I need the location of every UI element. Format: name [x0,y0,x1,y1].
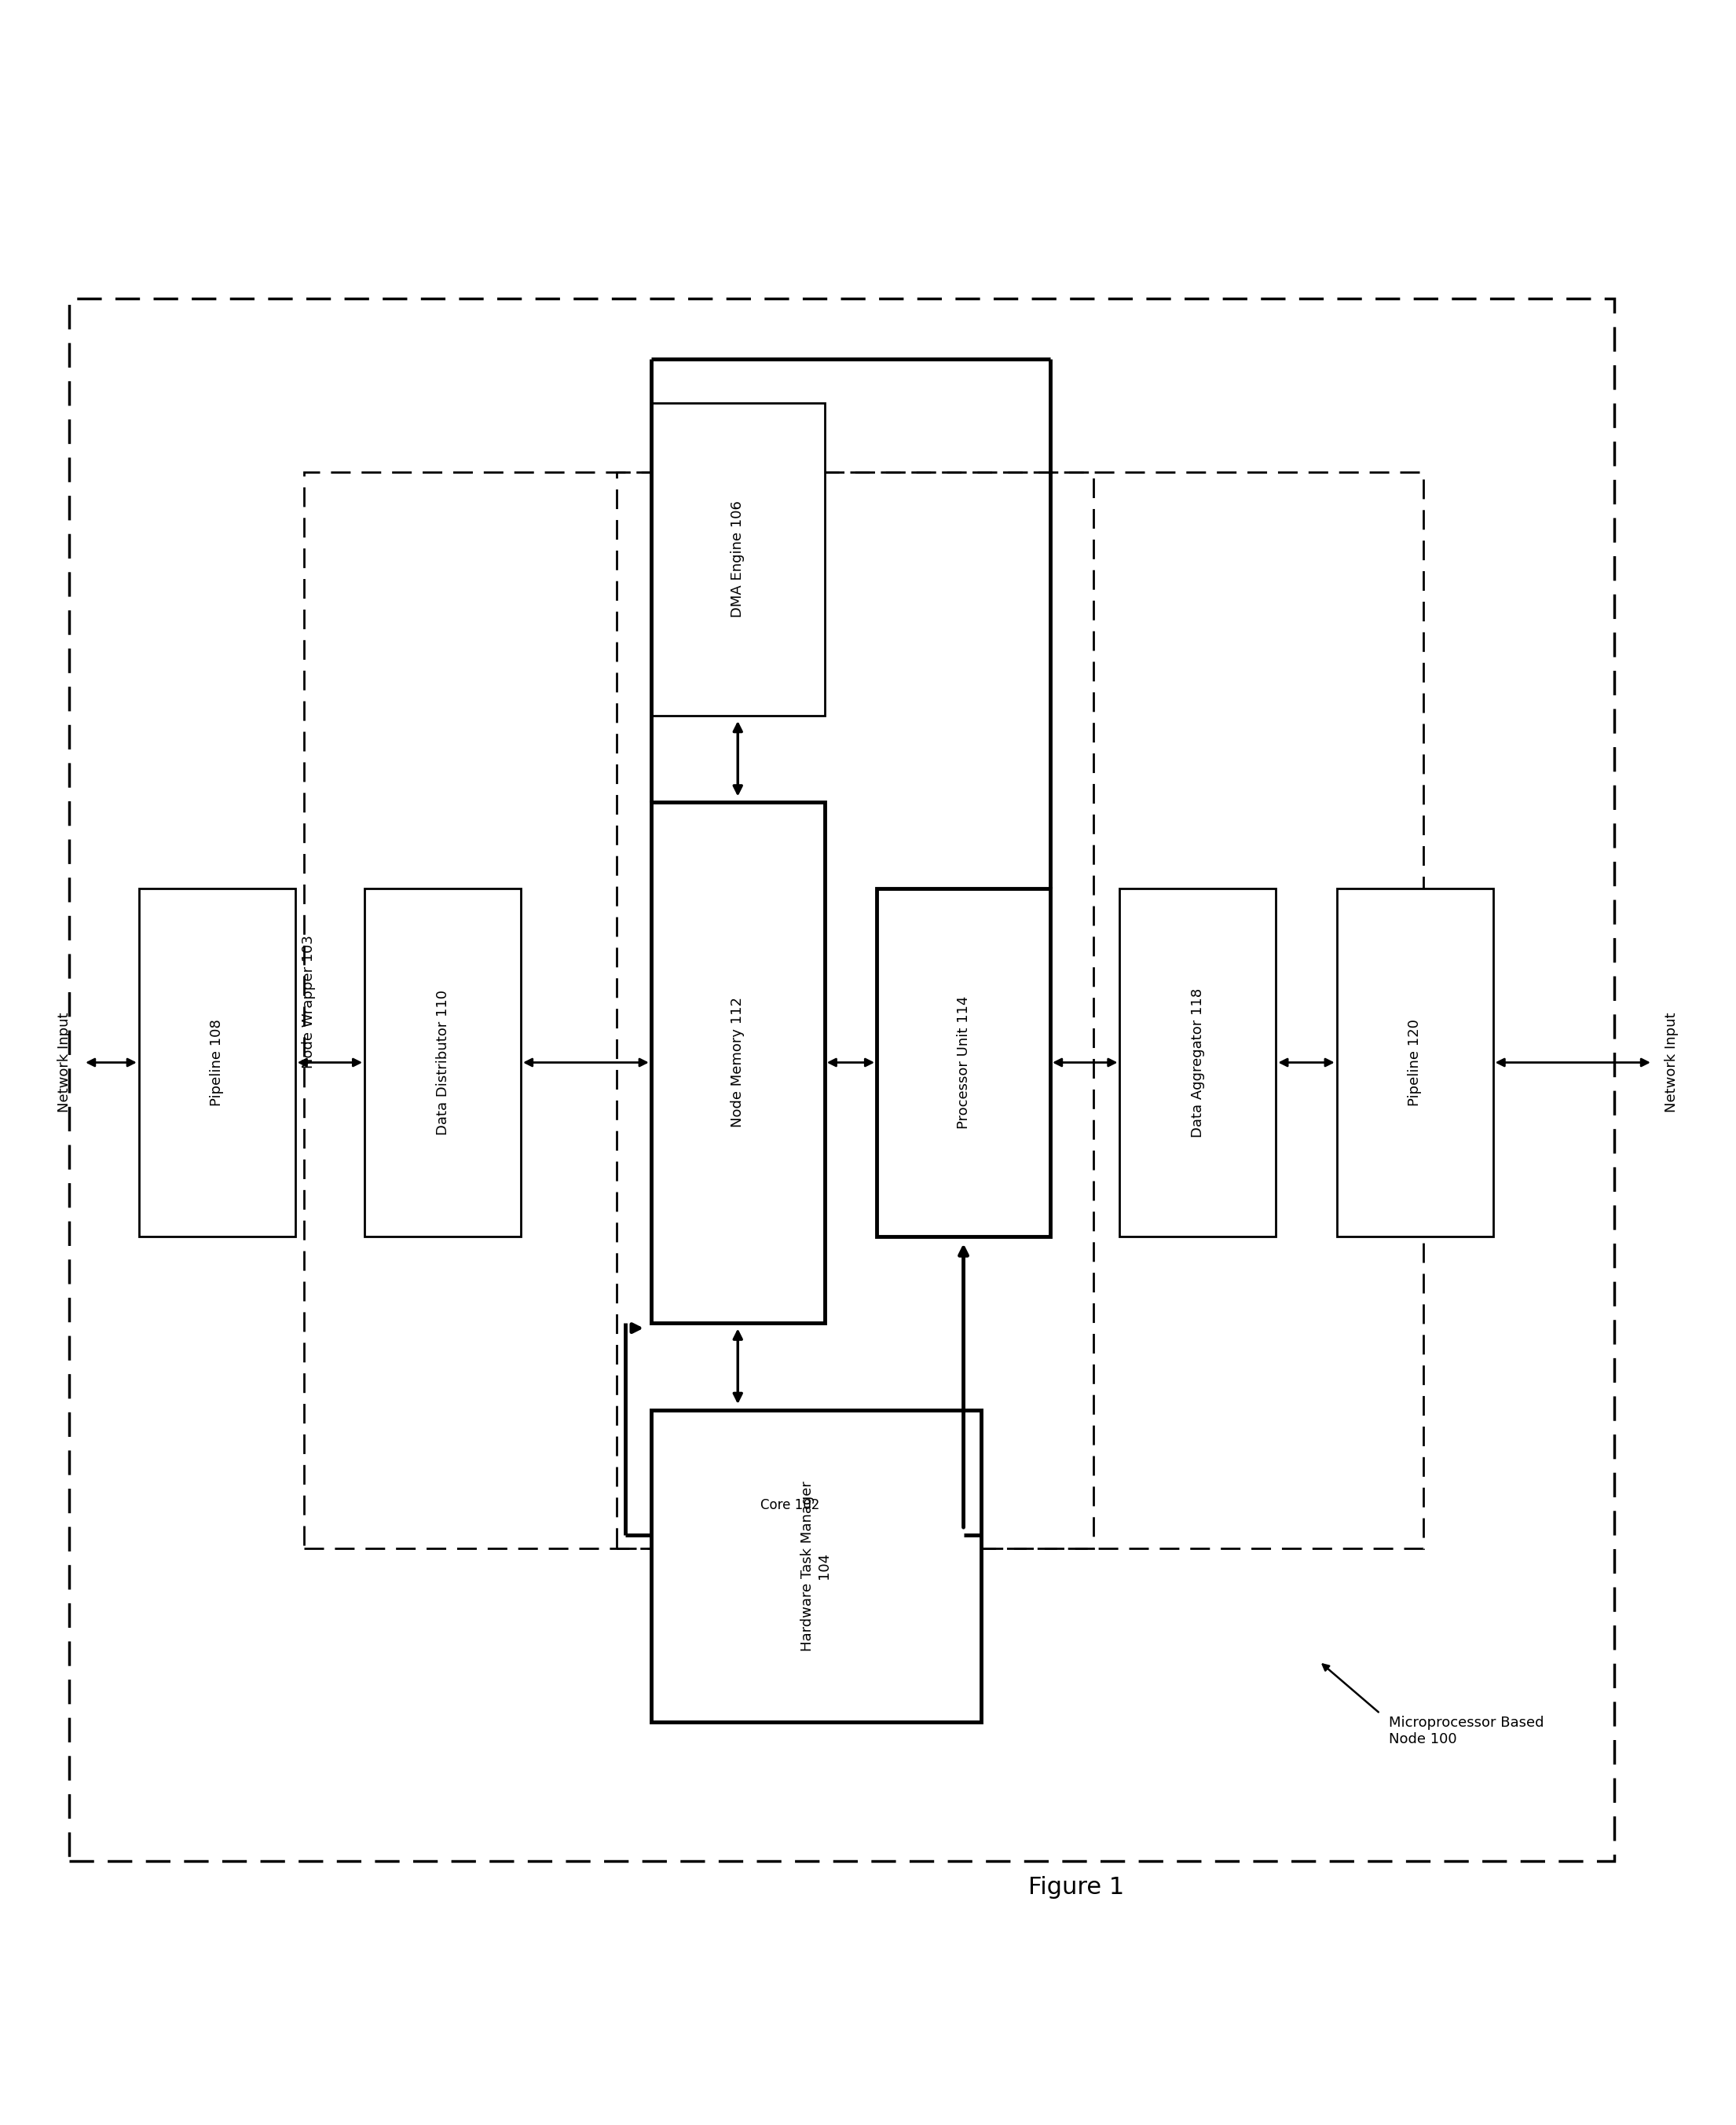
Text: Node Memory 112: Node Memory 112 [731,997,745,1128]
Text: Data Aggregator 118: Data Aggregator 118 [1191,988,1205,1137]
Text: Core 102: Core 102 [760,1498,819,1513]
FancyBboxPatch shape [651,801,825,1324]
Text: Microprocessor Based
Node 100: Microprocessor Based Node 100 [1389,1715,1543,1747]
FancyBboxPatch shape [651,404,825,716]
Text: Network Input: Network Input [1665,1011,1679,1114]
Text: Figure 1: Figure 1 [1028,1876,1125,1898]
Text: Node Wrapper 103: Node Wrapper 103 [302,935,316,1069]
Text: Pipeline 120: Pipeline 120 [1408,1020,1422,1105]
Text: Hardware Task Manager
104: Hardware Task Manager 104 [800,1481,832,1651]
FancyBboxPatch shape [1120,888,1276,1237]
FancyBboxPatch shape [651,1409,981,1721]
Text: Data Distributor 110: Data Distributor 110 [436,990,450,1135]
FancyBboxPatch shape [365,888,521,1237]
FancyBboxPatch shape [877,888,1050,1237]
FancyBboxPatch shape [139,888,295,1237]
Text: Pipeline 108: Pipeline 108 [210,1020,224,1105]
FancyBboxPatch shape [69,300,1614,1861]
FancyBboxPatch shape [1337,888,1493,1237]
Text: Network Input: Network Input [57,1011,71,1114]
Text: Processor Unit 114: Processor Unit 114 [957,997,970,1128]
Text: DMA Engine 106: DMA Engine 106 [731,501,745,618]
